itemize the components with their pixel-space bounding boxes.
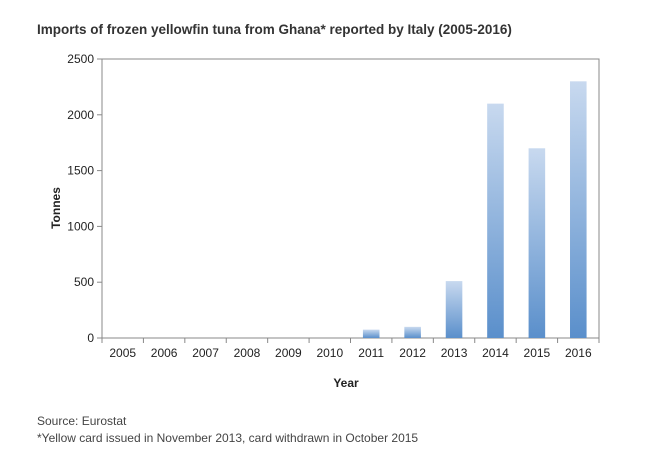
- y-tick-label: 500: [74, 275, 94, 289]
- y-axis-label: Tonnes: [49, 187, 63, 229]
- y-tick-label: 2500: [67, 52, 94, 66]
- bar-2014: [487, 103, 504, 338]
- x-tick-label: 2013: [441, 346, 468, 360]
- x-tick-label: 2006: [151, 346, 178, 360]
- bar-2013: [445, 281, 463, 338]
- x-tick-label: 2015: [524, 346, 551, 360]
- x-tick-label: 2005: [109, 346, 136, 360]
- x-tick-label: 2012: [399, 346, 426, 360]
- y-axis: 0 500 1000 1500 2000 2500: [67, 52, 102, 345]
- x-tick-label: 2014: [482, 346, 509, 360]
- x-tick-label: 2010: [316, 346, 343, 360]
- x-tick-label: 2011: [358, 346, 384, 360]
- bar-2016: [570, 81, 587, 338]
- x-tick-label: 2009: [275, 346, 302, 360]
- y-tick-label: 2000: [67, 108, 94, 122]
- footnote: *Yellow card issued in November 2013, ca…: [37, 431, 419, 445]
- bars: [362, 81, 587, 338]
- bar-2011: [362, 329, 380, 338]
- bar-2012: [404, 326, 421, 338]
- y-tick-label: 1500: [67, 164, 94, 178]
- chart-title: Imports of frozen yellowfin tuna from Gh…: [37, 22, 512, 37]
- source-note: Source: Eurostat: [37, 414, 127, 428]
- x-tick-label: 2007: [192, 346, 219, 360]
- bar-2015: [528, 148, 546, 338]
- x-axis-label: Year: [333, 376, 359, 390]
- x-tick-label: 2016: [565, 346, 592, 360]
- plot-frame: [101, 58, 600, 339]
- x-axis: 2005 2006 2007 2008 2009 2010 2011 2012 2013 2014…: [101, 338, 600, 360]
- y-tick-label: 0: [87, 331, 94, 345]
- x-tick-label: 2008: [234, 346, 261, 360]
- y-tick-label: 1000: [67, 219, 94, 233]
